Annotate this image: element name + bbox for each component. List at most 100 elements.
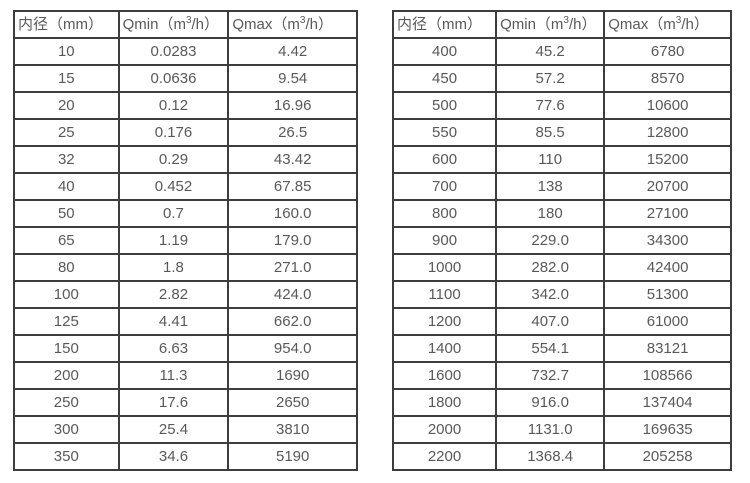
cell-qmax: 3810 (227, 415, 358, 444)
superscript-3: 3 (185, 15, 192, 26)
table-row: 1600 732.7 108566 (391, 361, 732, 390)
cell-qmax: 27100 (603, 199, 732, 228)
superscript-3: 3 (675, 15, 682, 26)
col-header-qmax: Qmax（m3/h） (227, 10, 358, 39)
cell-diameter: 600 (391, 145, 498, 174)
table-row: 200 11.3 1690 (13, 361, 358, 390)
cell-qmin: 11.3 (117, 361, 230, 390)
table-row: 350 34.6 5190 (13, 442, 358, 471)
cell-diameter: 550 (391, 118, 498, 147)
table-row: 550 85.5 12800 (391, 118, 732, 147)
cell-qmax: 9.54 (227, 64, 358, 93)
cell-qmin: 554.1 (495, 334, 606, 363)
cell-qmin: 229.0 (495, 226, 606, 255)
cell-qmin: 25.4 (117, 415, 230, 444)
cell-qmin: 34.6 (117, 442, 230, 471)
cell-qmin: 0.0283 (117, 37, 230, 66)
cell-diameter: 1600 (391, 361, 498, 390)
cell-diameter: 1800 (391, 388, 498, 417)
cell-diameter: 2000 (391, 415, 498, 444)
cell-qmin: 916.0 (495, 388, 606, 417)
table-row: 1800 916.0 137404 (391, 388, 732, 417)
cell-qmin: 1368.4 (495, 442, 606, 471)
cell-diameter: 350 (13, 442, 120, 471)
cell-qmin: 57.2 (495, 64, 606, 93)
table-row: 20 0.12 16.96 (13, 91, 358, 120)
table-row: 150 6.63 954.0 (13, 334, 358, 363)
flow-table-large-diameters: 内径（mm） Qmin（m3/h） Qmax（m3/h） 400 45.2 6780 450… (391, 10, 732, 471)
tables-container: 内径（mm） Qmin（m3/h） Qmax（m3/h） 10 0.0283 4.42 15… (13, 10, 732, 471)
cell-qmax: 12800 (603, 118, 732, 147)
cell-qmax: 61000 (603, 307, 732, 336)
cell-qmin: 1131.0 (495, 415, 606, 444)
table-row: 500 77.6 10600 (391, 91, 732, 120)
cell-diameter: 900 (391, 226, 498, 255)
cell-diameter: 300 (13, 415, 120, 444)
superscript-3: 3 (299, 15, 306, 26)
cell-qmax: 5190 (227, 442, 358, 471)
cell-qmin: 180 (495, 199, 606, 228)
table-row: 25 0.176 26.5 (13, 118, 358, 147)
cell-diameter: 1200 (391, 307, 498, 336)
cell-diameter: 40 (13, 172, 120, 201)
table-row: 50 0.7 160.0 (13, 199, 358, 228)
cell-qmin: 4.41 (117, 307, 230, 336)
cell-qmax: 20700 (603, 172, 732, 201)
flow-table-small-diameters: 内径（mm） Qmin（m3/h） Qmax（m3/h） 10 0.0283 4.42 15… (13, 10, 358, 471)
table-row: 1100 342.0 51300 (391, 280, 732, 309)
table-row: 900 229.0 34300 (391, 226, 732, 255)
table-row: 250 17.6 2650 (13, 388, 358, 417)
cell-qmax: 6780 (603, 37, 732, 66)
cell-diameter: 1000 (391, 253, 498, 282)
cell-qmax: 83121 (603, 334, 732, 363)
cell-diameter: 500 (391, 91, 498, 120)
cell-qmax: 4.42 (227, 37, 358, 66)
table-row: 2000 1131.0 169635 (391, 415, 732, 444)
cell-diameter: 400 (391, 37, 498, 66)
cell-qmin: 732.7 (495, 361, 606, 390)
cell-qmax: 424.0 (227, 280, 358, 309)
cell-qmin: 0.176 (117, 118, 230, 147)
table-row: 65 1.19 179.0 (13, 226, 358, 255)
cell-qmax: 43.42 (227, 145, 358, 174)
col-header-qmax: Qmax（m3/h） (603, 10, 732, 39)
cell-qmin: 6.63 (117, 334, 230, 363)
cell-qmax: 137404 (603, 388, 732, 417)
cell-qmin: 0.0636 (117, 64, 230, 93)
cell-qmax: 169635 (603, 415, 732, 444)
table-row: 450 57.2 8570 (391, 64, 732, 93)
cell-qmax: 160.0 (227, 199, 358, 228)
superscript-3: 3 (563, 15, 569, 26)
header-row: 内径（mm） Qmin（m3/h） Qmax（m3/h） (13, 10, 358, 39)
cell-qmin: 0.7 (117, 199, 230, 228)
cell-qmax: 26.5 (227, 118, 358, 147)
table-row: 2200 1368.4 205258 (391, 442, 732, 471)
cell-qmin: 282.0 (495, 253, 606, 282)
cell-diameter: 25 (13, 118, 120, 147)
cell-qmax: 662.0 (227, 307, 358, 336)
cell-qmax: 271.0 (227, 253, 358, 282)
cell-diameter: 800 (391, 199, 498, 228)
table-row: 125 4.41 662.0 (13, 307, 358, 336)
cell-qmax: 34300 (603, 226, 732, 255)
cell-qmax: 205258 (603, 442, 732, 471)
table-row: 600 110 15200 (391, 145, 732, 174)
cell-qmin: 138 (495, 172, 606, 201)
cell-qmin: 0.452 (117, 172, 230, 201)
table-row: 700 138 20700 (391, 172, 732, 201)
cell-diameter: 32 (13, 145, 120, 174)
cell-diameter: 125 (13, 307, 120, 336)
table-row: 40 0.452 67.85 (13, 172, 358, 201)
table-row: 10 0.0283 4.42 (13, 37, 358, 66)
cell-diameter: 450 (391, 64, 498, 93)
table-row: 800 180 27100 (391, 199, 732, 228)
cell-qmax: 16.96 (227, 91, 358, 120)
cell-diameter: 1400 (391, 334, 498, 363)
cell-diameter: 50 (13, 199, 120, 228)
cell-qmax: 67.85 (227, 172, 358, 201)
cell-qmin: 0.12 (117, 91, 230, 120)
cell-diameter: 20 (13, 91, 120, 120)
cell-qmax: 51300 (603, 280, 732, 309)
cell-qmin: 1.8 (117, 253, 230, 282)
cell-qmin: 17.6 (117, 388, 230, 417)
